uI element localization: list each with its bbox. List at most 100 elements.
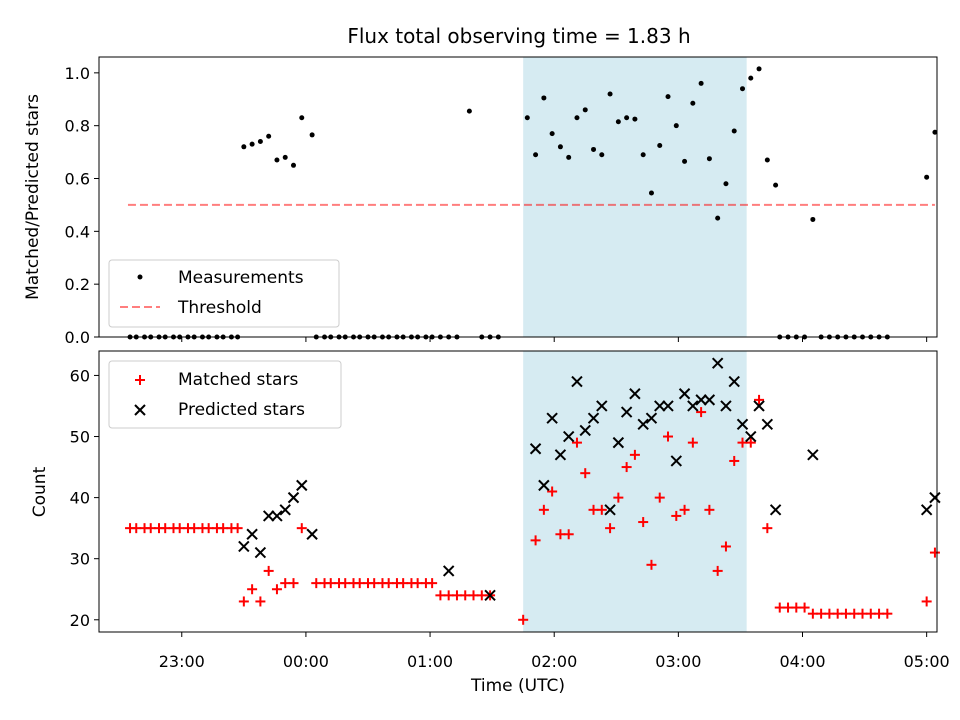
matched-star-point <box>882 608 893 619</box>
measurement-point <box>706 156 712 162</box>
matched-star-point <box>296 523 307 534</box>
legend-matched-plus-icon <box>135 375 145 385</box>
matched-star-point <box>754 394 765 405</box>
top-legend-box <box>108 259 340 328</box>
measurement-point <box>557 144 563 150</box>
matched-star-point <box>288 578 299 589</box>
predicted-star-point <box>612 436 625 449</box>
bottom-legend: Matched stars Predicted stars <box>108 360 342 429</box>
top-y-tick-label: 1.0 <box>65 64 90 83</box>
matched-star-point <box>263 565 274 576</box>
x-tick-label: 03:00 <box>655 652 701 671</box>
legend-threshold-label: Threshold <box>177 298 262 318</box>
matched-star-point <box>613 492 624 503</box>
measurement-point <box>764 157 770 163</box>
matched-star-point <box>538 504 549 515</box>
bottom-y-axis: 20 30 40 50 60 <box>70 366 99 630</box>
measurement-point <box>466 108 472 114</box>
matched-star-point <box>687 437 698 448</box>
matched-star-point <box>247 584 258 595</box>
matched-star-point <box>271 584 282 595</box>
predicted-star-point <box>579 424 591 437</box>
predicted-star-point <box>687 400 699 412</box>
predicted-star-point <box>254 546 267 559</box>
predicted-star-point <box>554 449 567 461</box>
matched-star-point <box>563 529 574 540</box>
measurement-point <box>607 91 613 97</box>
x-tick-label: 01:00 <box>407 652 453 671</box>
measurement-point <box>615 119 621 125</box>
measurement-point <box>574 115 580 121</box>
predicted-star-point <box>287 491 300 504</box>
measurement-point <box>533 152 539 158</box>
predicted-star-point <box>761 418 774 431</box>
matched-star-point <box>638 517 649 528</box>
matched-star-point <box>571 437 582 448</box>
chart-title: Flux total observing time = 1.83 h <box>347 24 690 48</box>
predicted-star-point <box>711 357 724 369</box>
legend-plus-mark <box>135 375 145 385</box>
measurement-point <box>640 152 646 158</box>
matched-star-point <box>629 449 640 460</box>
measurement-point <box>665 94 671 100</box>
x-tick-label: 23:00 <box>159 652 205 671</box>
top-y-tick-label: 0.4 <box>65 222 90 241</box>
measurement-point <box>682 158 688 164</box>
predicted-star-point <box>695 394 707 406</box>
predicted-star-point <box>484 589 496 602</box>
matched-star-point <box>921 596 932 607</box>
predicted-star-point <box>662 400 674 412</box>
predicted-star-point <box>571 375 583 388</box>
measurement-point <box>282 154 288 160</box>
measurement-point <box>690 100 696 106</box>
measurement-point <box>673 123 679 129</box>
matched-star-point <box>663 431 674 442</box>
x-axis-label: Time (UTC) <box>470 676 565 696</box>
measurement-point <box>810 216 816 222</box>
matched-star-point <box>712 565 723 576</box>
matched-star-point <box>427 578 438 589</box>
bottom-y-tick-label: 30 <box>70 550 90 569</box>
predicted-star-point <box>442 565 455 577</box>
matched-star-point <box>605 523 616 534</box>
predicted-star-point <box>306 528 318 540</box>
predicted-star-point <box>645 412 658 424</box>
matched-star-point <box>530 535 541 546</box>
top-plot: 0.0 0.2 0.4 0.6 0.8 1.0 Matched/Predicted sta… <box>23 56 938 347</box>
matched-star-point <box>729 455 740 466</box>
matched-star-point <box>621 462 632 473</box>
top-y-tick-label: 0.8 <box>65 117 90 136</box>
measurement-point <box>932 129 938 135</box>
bottom-x-axis: 23:00 00:00 01:00 02:00 03:00 04:00 05:00 <box>159 632 950 671</box>
predicted-star-point <box>629 388 641 400</box>
predicted-star-point <box>529 443 542 455</box>
bottom-legend-box <box>108 360 342 429</box>
top-y-tick-label: 0.2 <box>65 275 90 294</box>
matched-star-point <box>518 614 529 625</box>
predicted-star-point <box>703 394 716 406</box>
measurement-point <box>274 157 280 163</box>
x-tick-label: 05:00 <box>904 652 950 671</box>
matched-star-point <box>929 547 940 558</box>
measurement-point <box>290 162 296 168</box>
bottom-predicted-points <box>238 357 941 602</box>
legend-x-mark <box>134 404 146 416</box>
measurement-point <box>756 66 762 72</box>
predicted-star-point <box>546 412 558 424</box>
measurement-point <box>698 80 704 86</box>
predicted-star-point <box>807 449 819 461</box>
bottom-y-tick-label: 60 <box>70 366 90 385</box>
measurement-point <box>566 154 572 160</box>
predicted-star-point <box>538 479 550 492</box>
measurement-point <box>715 215 721 221</box>
matched-star-point <box>646 559 657 570</box>
x-tick-label: 02:00 <box>531 652 577 671</box>
measurement-point <box>748 75 754 81</box>
predicted-star-point <box>670 455 682 467</box>
predicted-star-point <box>736 418 749 431</box>
matched-star-point <box>654 492 665 503</box>
predicted-star-point <box>238 540 250 553</box>
matched-star-point <box>596 504 607 515</box>
top-y-tick-label: 0.6 <box>65 170 90 189</box>
